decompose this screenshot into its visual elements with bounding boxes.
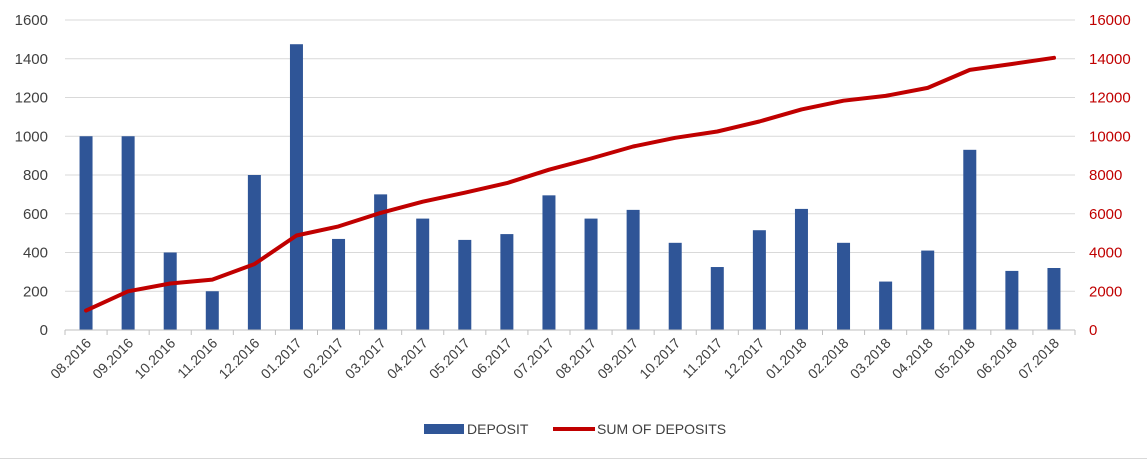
x-tick-label: 01.2017 [257, 335, 304, 382]
bar-deposit [79, 136, 93, 330]
bar-deposit [837, 242, 851, 330]
bar-deposit [1047, 268, 1061, 330]
y-left-tick-label: 1600 [15, 12, 48, 29]
x-tick-label: 06.2018 [973, 335, 1020, 382]
bar-deposit [752, 230, 766, 330]
bar-deposit [794, 208, 808, 330]
line-sum-of-deposits [84, 55, 1056, 313]
y-left-tick-label: 1400 [15, 51, 48, 68]
bar-deposit [289, 44, 303, 330]
x-tick-label: 02.2017 [300, 335, 347, 382]
x-tick-label: 11.2016 [174, 335, 221, 382]
bar-deposit [879, 281, 893, 330]
bar-deposit [710, 267, 724, 330]
legend-label-sum-of-deposits: SUM OF DEPOSITS [597, 421, 726, 437]
x-tick-label: 03.2018 [847, 335, 894, 382]
x-tick-label: 08.2017 [552, 335, 599, 382]
y-left-tick-label: 600 [23, 206, 48, 223]
y-left-tick-label: 400 [23, 245, 48, 262]
x-tick-label: 02.2018 [805, 335, 852, 382]
legend-swatch-deposit [424, 424, 464, 434]
bar-deposit [626, 209, 640, 330]
y-right-tick-label: 10000 [1089, 128, 1131, 145]
bar-deposit [668, 242, 682, 330]
y-right-tick-label: 8000 [1089, 167, 1122, 184]
y-left-tick-label: 0 [40, 322, 48, 339]
y-left-tick-label: 200 [23, 283, 48, 300]
bar-deposit [247, 175, 261, 330]
x-tick-label: 09.2016 [89, 335, 136, 382]
bar-deposit [332, 238, 346, 330]
x-tick-label: 05.2018 [931, 335, 978, 382]
y-right-tick-label: 14000 [1089, 51, 1131, 68]
x-tick-label: 09.2017 [594, 335, 641, 382]
y-right-tick-label: 2000 [1089, 283, 1122, 300]
x-tick-label: 01.2018 [762, 335, 809, 382]
bar-deposit [163, 252, 177, 330]
y-right-tick-label: 6000 [1089, 206, 1122, 223]
y-right-tick-label: 12000 [1089, 90, 1131, 107]
bar-deposit [1005, 270, 1019, 330]
bar-deposit [963, 149, 977, 330]
bar-deposit [921, 250, 935, 330]
y-right-tick-label: 4000 [1089, 245, 1122, 262]
bar-deposit [542, 195, 556, 330]
x-tick-label: 04.2017 [384, 335, 431, 382]
x-tick-label: 08.2016 [47, 335, 94, 382]
y-left-tick-label: 1000 [15, 128, 48, 145]
bar-deposit [416, 218, 430, 330]
bar-deposit [500, 234, 514, 330]
bar-deposit [458, 239, 472, 330]
bar-deposit [374, 194, 388, 330]
bar-deposit [205, 291, 219, 330]
x-tick-label: 07.2017 [510, 335, 557, 382]
x-tick-label: 10.2017 [636, 335, 683, 382]
x-tick-label: 12.2016 [215, 335, 262, 382]
x-tick-label: 10.2016 [131, 335, 178, 382]
y-right-tick-label: 0 [1089, 322, 1097, 339]
x-tick-label: 06.2017 [468, 335, 515, 382]
x-tick-label: 03.2017 [342, 335, 389, 382]
legend-label-deposit: DEPOSIT [467, 421, 529, 437]
x-tick-label: 11.2017 [679, 335, 726, 382]
x-tick-label: 04.2018 [889, 335, 936, 382]
x-tick-label: 07.2018 [1015, 335, 1062, 382]
y-left-tick-label: 800 [23, 167, 48, 184]
bar-deposit [121, 136, 135, 330]
y-right-tick-label: 16000 [1089, 12, 1131, 29]
y-left-tick-label: 1200 [15, 90, 48, 107]
x-tick-label: 12.2017 [720, 335, 767, 382]
x-tick-label: 05.2017 [426, 335, 473, 382]
bar-deposit [584, 218, 598, 330]
